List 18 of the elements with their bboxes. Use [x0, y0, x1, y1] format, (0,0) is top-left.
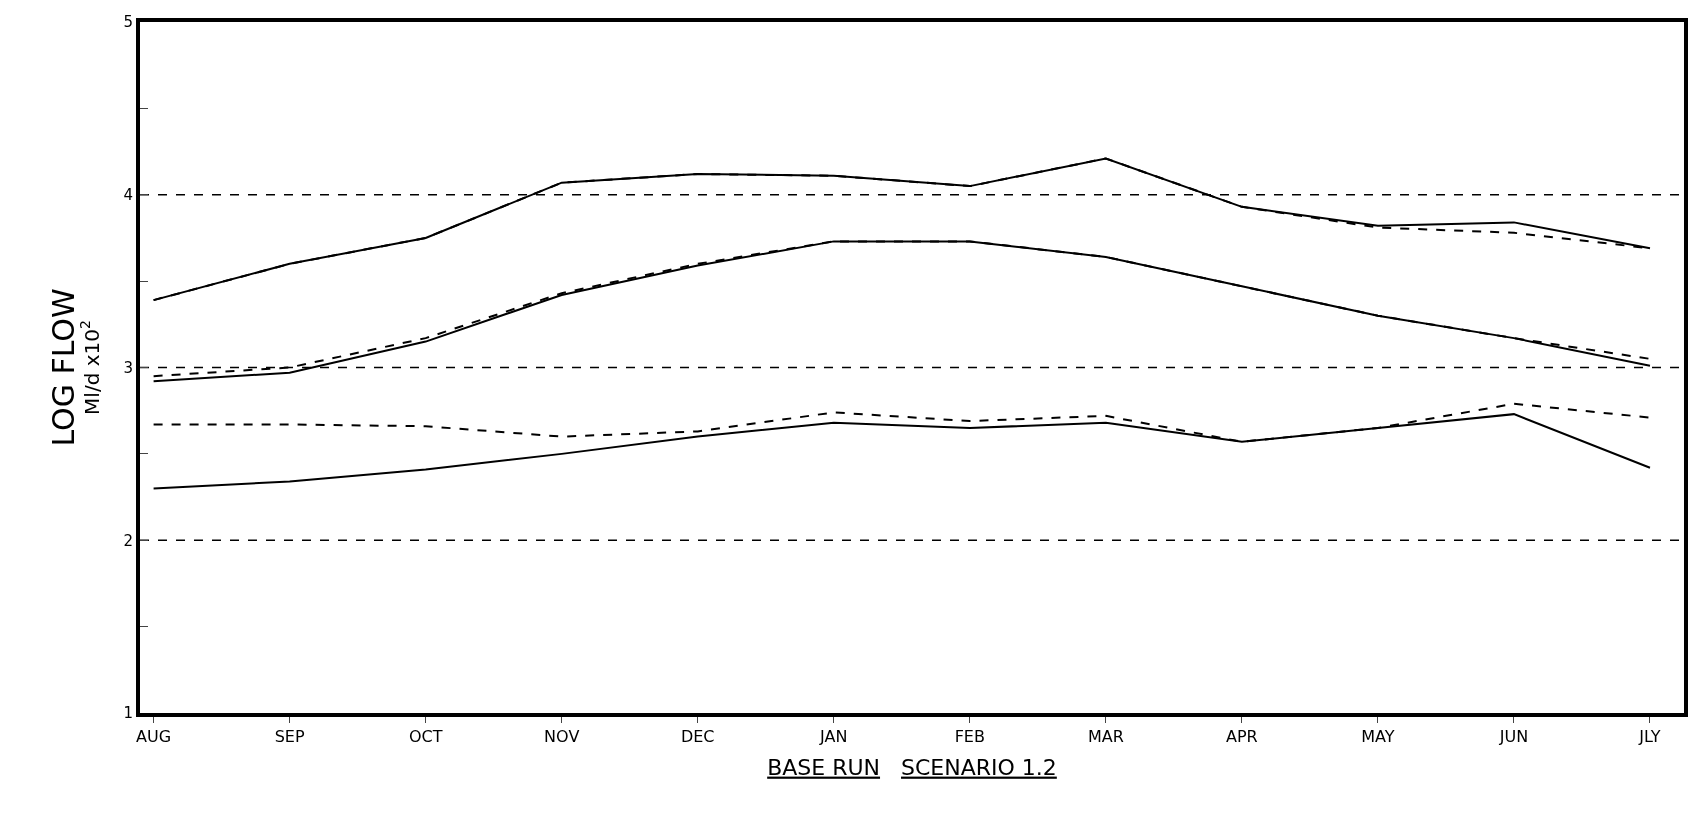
x-tick-label: MAY — [1361, 727, 1395, 747]
x-axis-title: BASE RUN SCENARIO 1.2 — [767, 754, 1057, 780]
x-tick-label: JUN — [1498, 727, 1529, 747]
x-tick-label: JLY — [1638, 727, 1661, 747]
x-tick-label: JAN — [819, 727, 848, 747]
y-tick-label: 5 — [123, 13, 133, 32]
x-tick-label: NOV — [544, 727, 580, 747]
y-tick-label: 2 — [123, 531, 133, 550]
x-tick-label: APR — [1226, 727, 1258, 747]
x-tick-label: OCT — [408, 727, 443, 747]
y-tick-label: 3 — [123, 358, 133, 377]
x-tick-label: SEP — [274, 727, 305, 747]
y-tick-label: 4 — [123, 186, 133, 204]
x-tick-label: FEB — [954, 727, 985, 747]
x-tick-label: MAR — [1087, 727, 1124, 747]
x-tick-label: DEC — [680, 727, 715, 747]
x-tick-label: AUG — [136, 727, 172, 747]
y-tick-label: 1 — [123, 704, 133, 723]
